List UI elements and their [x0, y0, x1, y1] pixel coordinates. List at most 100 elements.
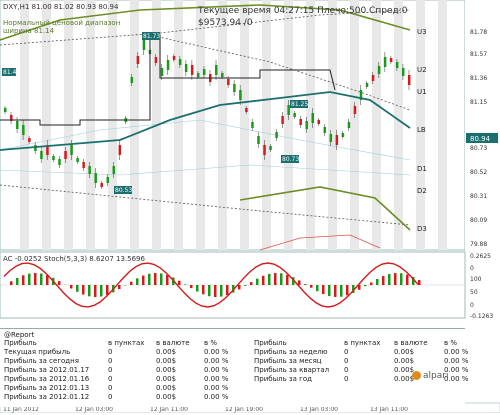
ac-bar: [262, 276, 265, 285]
header-profit-left: Прибыль: [4, 339, 37, 347]
range-width-label: ширина 81.14: [3, 27, 55, 35]
report-cell: Прибыль за год: [254, 375, 312, 383]
ac-bar: [88, 285, 91, 296]
ac-bar: [256, 279, 259, 285]
ac-bar: [202, 285, 205, 294]
report-cell: 0.00 %: [204, 348, 228, 356]
ind-label-1: 0: [470, 265, 474, 272]
candle-body: [155, 57, 158, 63]
report-cell: Прибыль за 2012.01.16: [4, 375, 89, 383]
candle-body: [251, 122, 254, 128]
candle-body: [372, 75, 375, 81]
price-label-3: 81.15: [470, 99, 487, 106]
report-cell: 0.00 %: [204, 366, 228, 374]
report-cell: 0.00 %: [444, 357, 468, 365]
report-cell: Прибыль за 2012.01.12: [4, 393, 89, 401]
ac-bar: [364, 285, 367, 286]
ac-bar: [322, 285, 325, 294]
candle-body: [348, 122, 351, 128]
report-cell: Прибыль за 2012.01.17: [4, 366, 89, 374]
candle-body: [287, 105, 290, 115]
candle-body: [396, 62, 399, 68]
ac-bar: [142, 276, 145, 285]
ind-label-4: 0: [470, 302, 474, 309]
time-label-1: 12 Jan 03:00: [75, 406, 113, 413]
ac-bar: [334, 285, 337, 297]
session-band: [240, 0, 249, 250]
session-band: [284, 0, 293, 250]
time-label-3: 12 Jan 19:00: [225, 406, 263, 413]
ind-label-3: 50: [470, 289, 478, 296]
ac-bar: [304, 284, 307, 285]
candle-body: [64, 151, 67, 159]
candle-body: [324, 127, 327, 133]
candle-body: [408, 75, 411, 85]
candle-body: [107, 177, 110, 183]
brand-logo-icon: [412, 371, 421, 380]
candle-body: [245, 108, 248, 112]
price-label-9: 79.88: [470, 241, 487, 248]
session-band: [416, 0, 425, 250]
balance-label: $9573.94 /0: [198, 18, 253, 28]
report-cell: 0.00$: [156, 384, 176, 392]
session-band: [328, 0, 337, 250]
candle-body: [137, 56, 140, 64]
candle-body: [179, 59, 182, 65]
header-points-left: в пунктах: [108, 339, 144, 347]
ac-bar: [22, 275, 25, 285]
ac-bar: [70, 285, 73, 288]
candle-body: [402, 68, 405, 76]
candle-body: [40, 151, 43, 159]
candle-body: [281, 116, 284, 124]
ac-bar: [316, 285, 319, 291]
ac-bar: [40, 274, 43, 285]
level-d3: D3: [417, 225, 427, 233]
header-pct-left: в %: [204, 339, 217, 347]
price-label-2: 81.36: [470, 75, 487, 82]
candle-body: [113, 166, 116, 174]
ind-label-0: 0.2625: [470, 253, 491, 260]
report-cell: 0.00 %: [204, 393, 228, 401]
ac-bar: [298, 280, 301, 285]
ac-bar: [310, 285, 313, 288]
candle-body: [76, 158, 79, 162]
report-cell: 0.00$: [156, 393, 176, 401]
ind-label-5: -0.1263: [470, 313, 493, 320]
level-u3: U3: [417, 28, 427, 36]
candle-body: [22, 125, 25, 135]
report-cell: 0: [108, 393, 112, 401]
ac-bar: [214, 285, 217, 297]
price-tag-low: 80.73: [282, 156, 299, 163]
report-cell: Прибыль за квартал: [254, 366, 329, 374]
candle-body: [354, 106, 357, 114]
ac-bar: [268, 274, 271, 285]
report-row: Прибыль за 2012.01.12 0 0.00$ 0.00 %: [4, 393, 464, 402]
candle-body: [173, 56, 176, 60]
header-profit-right: Прибыль: [254, 339, 287, 347]
candle-body: [88, 166, 91, 174]
indicator-title: AC -0.0252 Stoch(5,3,3) 8.6207 13.5696: [3, 255, 145, 263]
ac-bar: [370, 282, 373, 285]
candle-body: [70, 145, 73, 155]
session-band: [394, 0, 403, 250]
report-cell: 0.00$: [156, 375, 176, 383]
ac-bar: [280, 273, 283, 285]
level-lb: LB: [417, 126, 426, 134]
report-cell: 0: [344, 366, 348, 374]
candle-body: [239, 90, 242, 100]
ind-label-2: 100: [470, 276, 482, 283]
candle-body: [269, 146, 272, 150]
report-cell: 0: [344, 348, 348, 356]
report-cell: Прибыль за сегодня: [4, 357, 79, 365]
candle-body: [390, 58, 393, 62]
candle-body: [233, 84, 236, 92]
report-cell: Прибыль за месяц: [254, 357, 322, 365]
ac-bar: [400, 273, 403, 285]
ac-bar: [46, 275, 49, 285]
header-points-right: в пунктах: [344, 339, 380, 347]
price-tag-min: 80.53: [115, 187, 132, 194]
